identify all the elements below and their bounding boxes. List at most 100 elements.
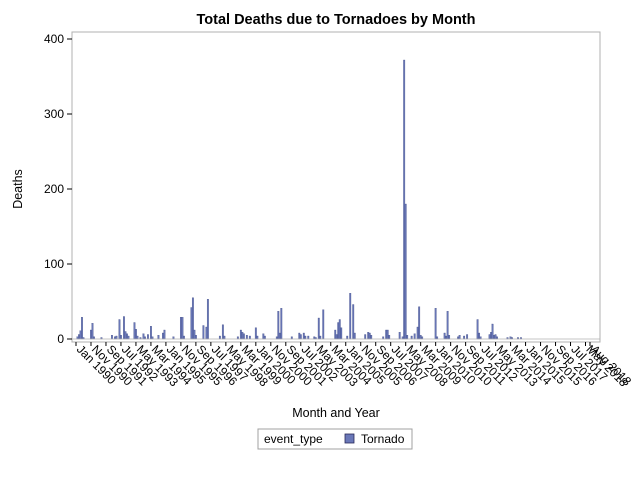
bar	[147, 334, 149, 340]
bar	[410, 335, 413, 340]
bar	[403, 59, 406, 340]
x-axis-label: Month and Year	[292, 406, 380, 420]
bar	[91, 323, 94, 340]
bar	[491, 323, 494, 340]
bar	[319, 335, 322, 340]
legend: event_type Tornado	[257, 428, 413, 450]
bar	[127, 335, 130, 340]
bar	[370, 335, 373, 340]
bar	[398, 332, 401, 340]
bar	[221, 324, 224, 340]
bar	[446, 311, 449, 340]
bar	[307, 335, 310, 340]
bar	[413, 333, 416, 340]
bar	[79, 330, 82, 340]
bar	[448, 335, 451, 340]
bar	[488, 334, 491, 340]
bar	[416, 326, 419, 340]
plot-area	[71, 31, 601, 343]
bar	[353, 332, 356, 340]
bar	[241, 332, 244, 340]
bar	[118, 319, 121, 340]
bar	[280, 308, 283, 340]
bar	[385, 329, 388, 340]
bar	[337, 322, 340, 340]
y-axis-label: Deaths	[11, 169, 25, 209]
bar	[179, 317, 182, 340]
bar	[142, 333, 145, 340]
bar	[404, 203, 407, 340]
bar	[206, 299, 209, 340]
bar	[338, 319, 341, 340]
y-axis: 0 100 200 300 400	[44, 32, 73, 346]
bar	[81, 317, 83, 340]
bar	[277, 311, 280, 340]
bar	[163, 329, 166, 340]
y-tick-label: 200	[44, 182, 64, 196]
y-tick-label: 400	[44, 32, 64, 46]
bar	[346, 335, 349, 340]
bar	[317, 317, 320, 340]
legend-box	[257, 428, 413, 450]
chart-title: Total Deaths due to Tornadoes by Month	[197, 12, 476, 28]
bar	[218, 335, 221, 340]
bar	[386, 329, 389, 340]
bar	[322, 309, 325, 340]
bar	[135, 329, 137, 340]
y-tick-label: 100	[44, 257, 64, 271]
bar	[493, 335, 495, 340]
bar	[202, 325, 205, 340]
bar	[133, 322, 136, 340]
bar	[223, 335, 226, 340]
bar	[111, 335, 113, 340]
bar	[458, 335, 461, 340]
bar	[445, 335, 448, 340]
bar	[352, 304, 355, 340]
legend-swatch-tornado	[344, 433, 355, 444]
bar	[299, 334, 302, 340]
bar	[263, 335, 266, 340]
bar	[406, 335, 409, 340]
bar	[90, 329, 92, 340]
bar	[193, 329, 196, 340]
bar	[419, 335, 422, 340]
bar	[126, 333, 128, 340]
bar	[157, 335, 160, 340]
bar	[340, 327, 343, 340]
bar	[490, 332, 493, 340]
bar	[349, 293, 352, 340]
bar	[191, 297, 194, 340]
bar	[494, 334, 497, 340]
bar	[190, 307, 193, 340]
bar	[194, 335, 197, 340]
bar	[256, 335, 259, 340]
bar	[463, 335, 466, 340]
bar	[278, 332, 281, 340]
bar	[466, 334, 469, 340]
bar	[123, 316, 125, 340]
bar	[242, 333, 245, 340]
bar	[124, 331, 127, 340]
bar	[367, 332, 370, 340]
bar	[150, 326, 152, 340]
bar	[78, 334, 80, 340]
bar	[181, 317, 184, 340]
bar	[298, 332, 301, 340]
bar	[254, 327, 257, 340]
bar	[476, 319, 479, 340]
bar	[335, 334, 338, 340]
bar	[334, 329, 337, 340]
bar	[262, 333, 265, 340]
bar	[302, 332, 305, 340]
bar	[478, 332, 481, 340]
bar	[248, 335, 251, 340]
bar	[205, 326, 208, 340]
bar	[120, 335, 122, 340]
legend-entry-tornado: Tornado	[361, 432, 405, 446]
bar	[304, 335, 307, 340]
y-tick-label: 300	[44, 107, 64, 121]
bar	[418, 306, 421, 340]
bar	[115, 335, 118, 340]
